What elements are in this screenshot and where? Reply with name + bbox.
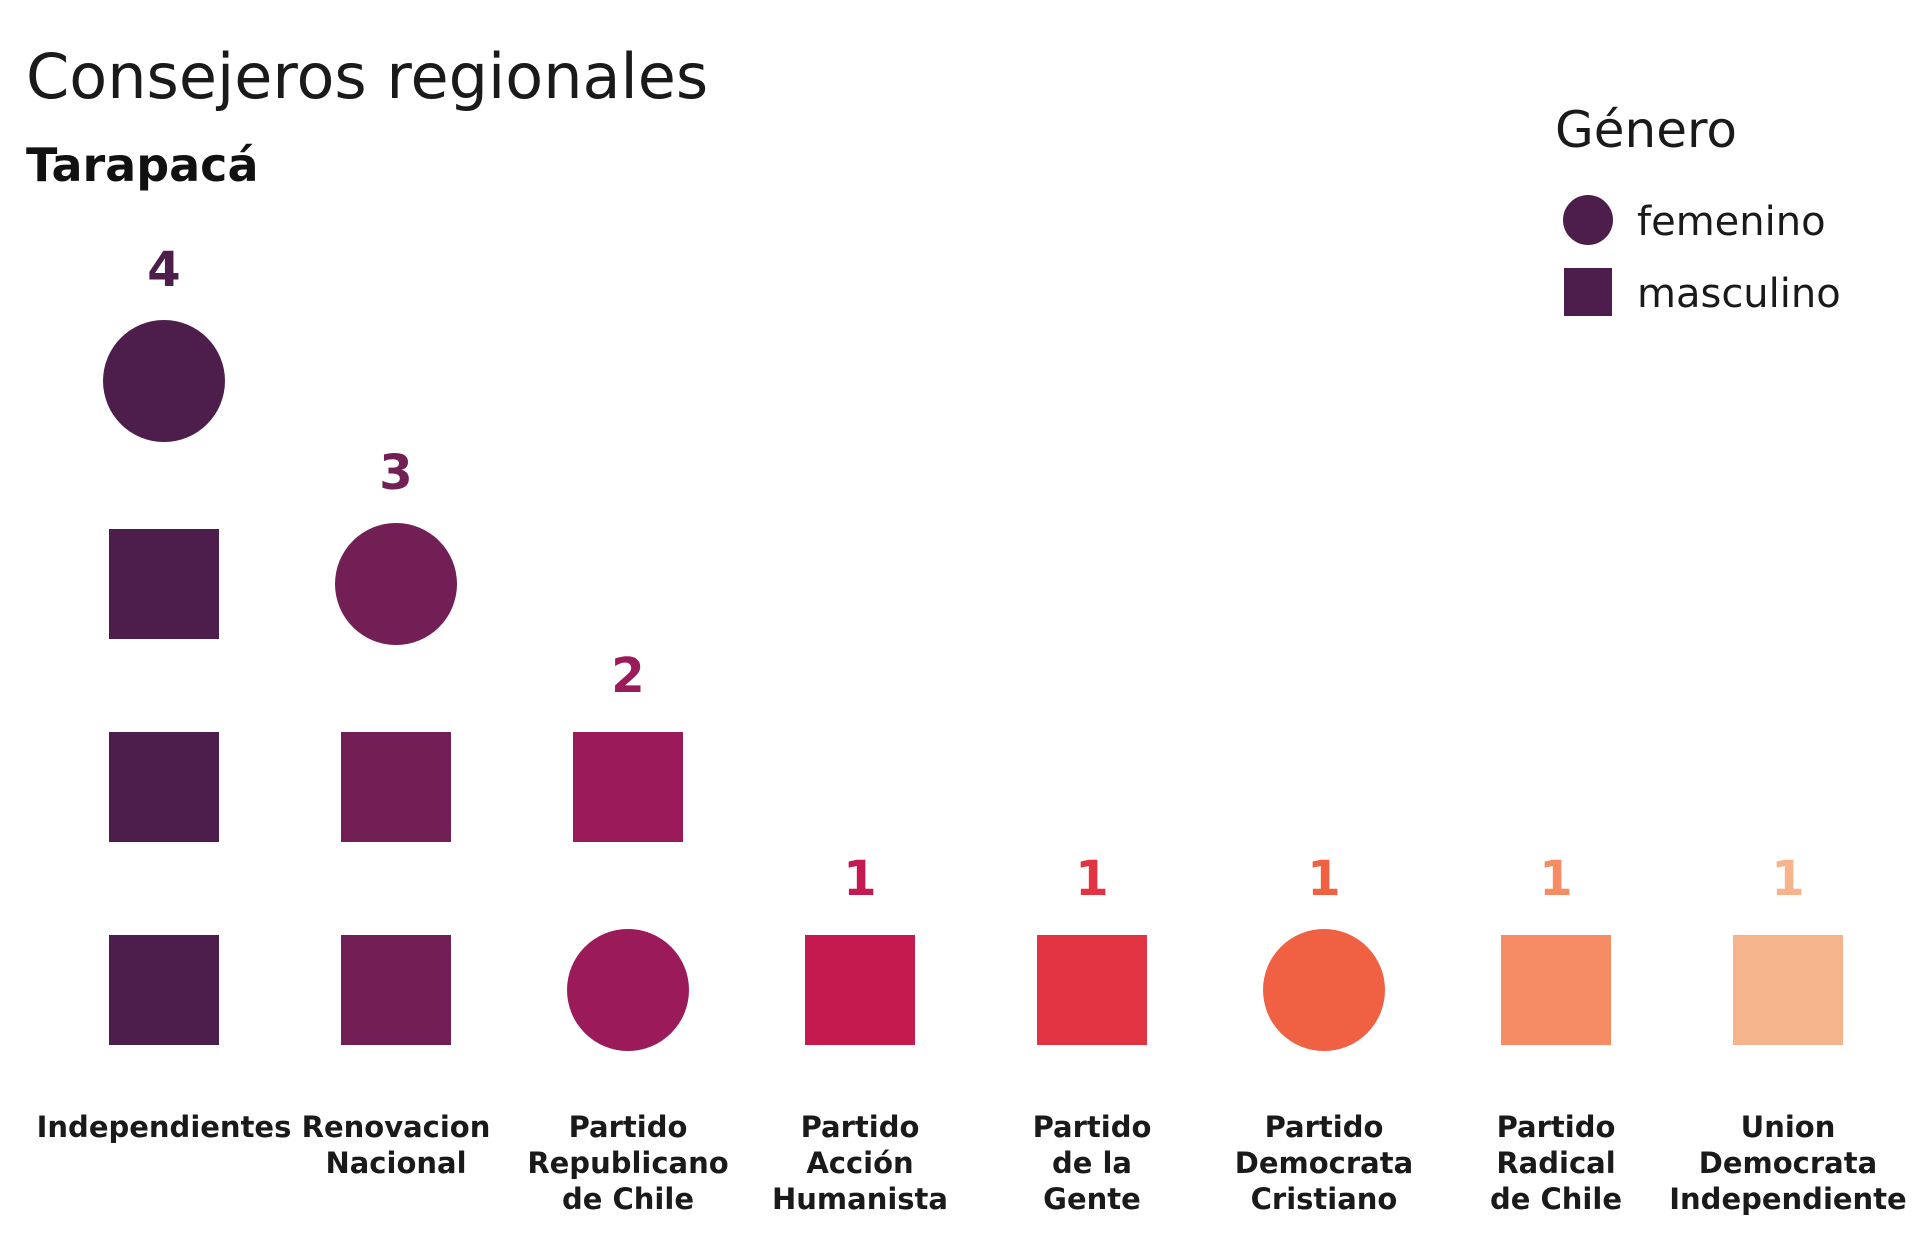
category-label: de la (1052, 1146, 1132, 1180)
mark-femenino-circle (567, 929, 689, 1051)
category-label: Cristiano (1251, 1182, 1398, 1216)
mark-masculino-square (109, 529, 219, 639)
total-label: 1 (843, 851, 876, 907)
mark-masculino-square (341, 935, 451, 1045)
mark-masculino-square (1733, 935, 1843, 1045)
total-label: 1 (1307, 851, 1340, 907)
category-label: Partido (1497, 1110, 1616, 1144)
category-label: Partido (1033, 1110, 1152, 1144)
category-label: Acción (806, 1146, 913, 1180)
total-label: 3 (379, 445, 412, 501)
category-label: Partido (569, 1110, 688, 1144)
total-label: 1 (1075, 851, 1108, 907)
total-label: 4 (147, 242, 180, 298)
category-label: Gente (1043, 1182, 1141, 1216)
legend-square-icon (1564, 268, 1612, 316)
category-label: Humanista (772, 1182, 948, 1216)
category-label: Democrata (1235, 1146, 1413, 1180)
category-column: 4 Independientes (37, 242, 292, 1144)
mark-masculino-square (109, 935, 219, 1045)
mark-masculino-square (1037, 935, 1147, 1045)
mark-masculino-square (1501, 935, 1611, 1045)
legend-circle-icon (1563, 195, 1613, 245)
mark-masculino-square (109, 732, 219, 842)
legend-item-masculino: masculino (1637, 271, 1841, 317)
legend-title: Género (1555, 101, 1737, 159)
total-label: 1 (1539, 851, 1572, 907)
category-label: Renovacion (302, 1110, 491, 1144)
category-label: de Chile (562, 1182, 694, 1216)
category-label: Union (1741, 1110, 1836, 1144)
category-label: Nacional (325, 1146, 466, 1180)
chart-subtitle: Tarapacá (26, 138, 259, 192)
category-label: Partido (1265, 1110, 1384, 1144)
total-label: 2 (611, 648, 644, 704)
mark-masculino-square (805, 935, 915, 1045)
category-label: Independiente (1669, 1182, 1906, 1216)
category-label: de Chile (1490, 1182, 1622, 1216)
total-label: 1 (1771, 851, 1804, 907)
legend-item-femenino: femenino (1637, 199, 1826, 245)
chart-title: Consejeros regionales (26, 40, 708, 113)
mark-femenino-circle (1263, 929, 1385, 1051)
legend: Género femenino masculino (1555, 101, 1841, 317)
category-label: Democrata (1699, 1146, 1877, 1180)
mark-masculino-square (573, 732, 683, 842)
category-label: Radical (1496, 1146, 1615, 1180)
category-label: Independientes (37, 1110, 292, 1144)
category-label: Republicano (527, 1146, 728, 1180)
mark-femenino-circle (335, 523, 457, 645)
mark-masculino-square (341, 732, 451, 842)
category-label: Partido (801, 1110, 920, 1144)
mark-femenino-circle (103, 320, 225, 442)
